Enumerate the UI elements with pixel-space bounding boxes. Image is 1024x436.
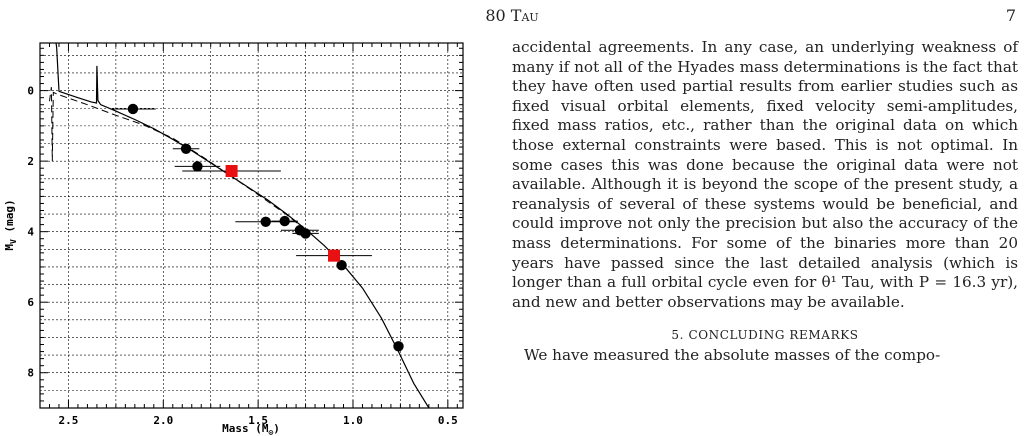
y-tick-label: 2 [27,155,34,168]
data-points [110,103,404,352]
data-point-circle [336,259,347,271]
x-axis-label: Mass (M⊙) [222,422,280,436]
plot-frame [39,42,464,409]
x-tick-label: 2.5 [59,414,79,427]
mass-luminosity-chart: 2.5 2.0 1.5 1.0 0.5 0 2 4 6 8 Mass (M⊙) MV (mag) [3,42,464,436]
x-tick-label: 1.0 [343,414,363,427]
x-tick-label: 2.0 [153,414,173,427]
y-tick-label: 6 [27,296,34,309]
running-head: 80 Tau 7 [0,6,1024,28]
data-point-circle [393,341,404,352]
data-point-square [328,249,341,262]
figure-mass-luminosity: 2.5 2.0 1.5 1.0 0.5 0 2 4 6 8 Mass (M⊙) MV (mag) [0,30,490,436]
x-tick-label: 1.5 [248,414,268,427]
y-axis-label: MV (mag) [3,199,18,250]
data-point-circle [127,103,139,115]
y-tick-label: 8 [27,367,34,380]
data-point-circle [300,228,311,239]
data-point-circle [192,161,203,172]
page-number: 7 [1005,6,1016,25]
data-point-circle [260,216,271,227]
isochrone-dashed-curve [49,87,306,231]
isochrone-solid-curve [55,43,430,408]
y-tick-label: 0 [27,85,34,98]
running-title-name: Tau [510,6,539,25]
axis-tick-labels: 2.5 2.0 1.5 1.0 0.5 0 2 4 6 8 [27,85,457,427]
running-title: 80 Tau [0,6,1024,25]
next-paragraph: We have measured the absolute masses of … [524,345,941,364]
section-heading: 5. Concluding Remarks [671,328,859,343]
x-tick-label: 0.5 [438,414,458,427]
data-point-circle [279,215,290,227]
axis-ticks [39,43,463,409]
body-paragraph: accidental agreements. In any case, an u… [512,38,1018,311]
body-text-column: accidental agreements. In any case, an u… [512,38,1018,366]
y-tick-label: 4 [27,226,34,239]
data-point-square [225,165,238,178]
data-point-circle [180,143,192,154]
running-title-number: 80 [485,6,506,25]
